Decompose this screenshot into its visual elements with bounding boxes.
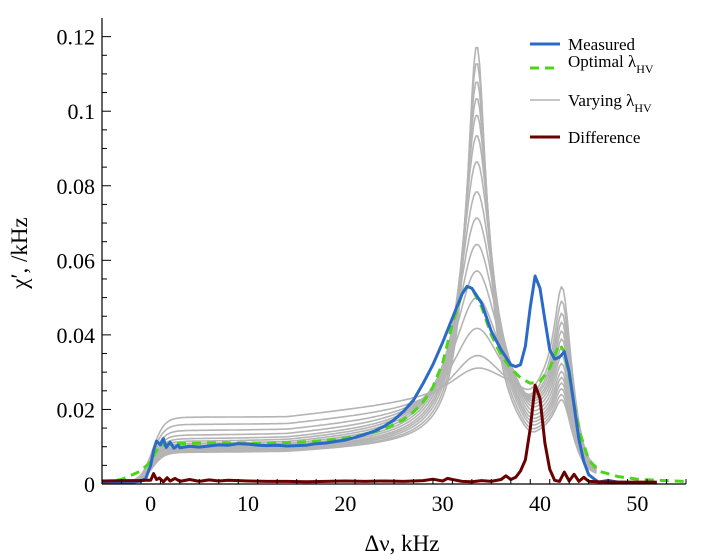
x-tick-label: 30: [432, 491, 454, 516]
legend-label-optimal: Optimal λHV: [568, 52, 654, 76]
series-measured-line: [102, 274, 657, 485]
series-varying-line-13: [102, 81, 597, 484]
y-tick-label: 0.02: [57, 397, 96, 422]
legend-label-measured: Measured: [568, 35, 636, 54]
axes-layer: 0 10 20 30 40 50 0 0.02 0.04 0.06 0.08 0.1 0.12: [57, 18, 687, 516]
y-tick-label: 0.1: [68, 99, 96, 124]
series-varying-line-8: [102, 191, 597, 483]
x-tick-label: 40: [529, 491, 551, 516]
x-tick-label: 50: [626, 491, 648, 516]
curves-layer: [101, 46, 687, 485]
y-tick-label: 0.04: [57, 323, 96, 348]
y-tick-label: 0.08: [57, 174, 96, 199]
x-tick-label: 0: [145, 491, 156, 516]
y-tick-label: 0.06: [57, 248, 96, 273]
series-varying-line-11: [102, 114, 597, 483]
series-varying-line-12: [102, 98, 597, 483]
x-axis-title: Δν, kHz: [364, 531, 439, 556]
y-tick-label: 0.12: [57, 25, 96, 50]
y-axis-title: χ′, /kHz: [7, 217, 32, 289]
y-tick-label: 0: [84, 472, 95, 497]
x-tick-label: 10: [237, 491, 259, 516]
legend-label-varying: Varying λHV: [568, 91, 652, 115]
series-difference-line: [101, 383, 657, 484]
series-varying-line-15: [102, 46, 597, 484]
series-varying-line-10: [102, 135, 597, 483]
x-tick-label: 20: [334, 491, 356, 516]
series-varying-line-14: [102, 63, 597, 484]
legend-label-difference: Difference: [568, 128, 640, 147]
